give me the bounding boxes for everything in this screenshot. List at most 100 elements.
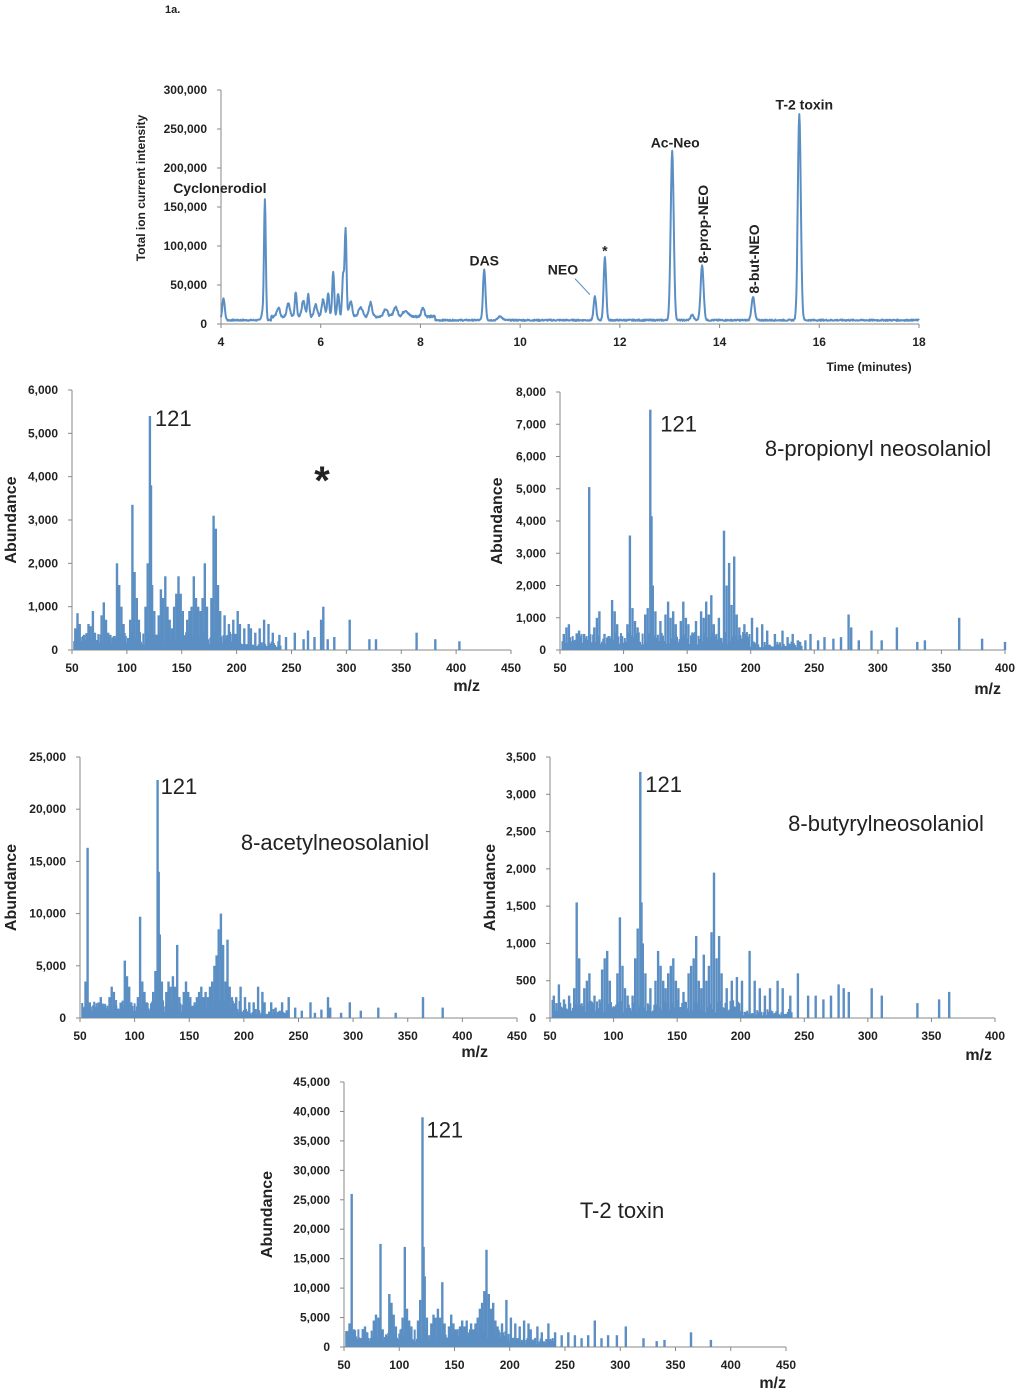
spectrum-minor-peak [785,1013,788,1018]
spectrum-minor-peak [593,644,596,650]
spectrum-minor-peak [97,1003,100,1018]
spectrum-minor-peak [163,643,166,650]
spectrum-minor-peak [198,637,201,650]
spectrum-minor-peak [699,1009,701,1018]
spectrum-minor-peak [790,641,793,650]
spectrum-peak [483,1291,486,1347]
y-tick-label: 3,000 [506,787,536,801]
peak-annotation: T-2 toxin [776,96,834,112]
spectrum-minor-peak [683,634,686,650]
spectrum-minor-peak [738,1003,741,1018]
spectrum-star-chart: 0 1,000 2,000 3,000 4,000 5,000 6,000 50 100 150 2… [3,383,521,695]
spectrum-minor-peak [753,1015,756,1018]
spectrum-minor-peak [248,645,251,650]
spectrum-minor-peak [784,1013,787,1018]
spectrum-minor-peak [347,1330,350,1347]
spectrum-minor-peak [191,639,194,650]
spectrum-minor-peak [464,1341,467,1347]
spectrum-minor-peak [603,635,606,650]
spectrum-minor-peak [406,1339,408,1347]
spectrum-minor-peak [388,1329,391,1347]
spectrum-minor-peak [453,1339,456,1347]
spectrum-minor-peak [759,647,762,650]
spectrum-minor-peak [148,1011,151,1018]
spectrum-minor-peak [178,1008,181,1018]
spectrum-minor-peak [566,642,569,650]
spectrum-minor-peak [565,1008,568,1018]
x-tick-label: 16 [813,335,827,349]
spectrum-minor-peak [184,635,186,650]
spectrum-minor-peak [124,1002,127,1018]
spectrum-minor-peak [613,635,616,650]
spectrum-peak [164,576,167,650]
spectrum-minor-peak [721,642,724,650]
spectrum-peak [167,981,170,1018]
spectrum-minor-peak [385,1334,387,1347]
spectrum-minor-peak [257,644,260,650]
spectrum-minor-peak [618,643,621,650]
spectrum-peak [178,997,181,1018]
spectrum-minor-peak [114,638,117,650]
y-axis-title: Abundance [259,1171,276,1258]
spectrum-minor-peak [212,1009,215,1018]
spectrum-minor-peak [798,641,800,650]
x-tick-label: 150 [677,661,697,675]
spectrum-minor-peak [623,638,626,650]
spectrum-minor-peak [499,1337,502,1347]
spectrum-minor-peak [78,637,81,650]
spectrum-minor-peak [506,1339,509,1347]
spectrum-minor-peak [554,1011,557,1018]
spectrum-minor-peak [122,1007,125,1018]
spectrum-peak [197,606,200,650]
x-tick-label: 8 [417,335,424,349]
y-tick-label: 1,000 [516,611,546,625]
y-tick-label: 0 [59,1011,66,1025]
spectrum-peak [219,913,223,1018]
spectrum-minor-peak [356,1339,359,1347]
x-tick-label: 50 [553,661,567,675]
spectrum-minor-peak [766,641,769,650]
spectrum-minor-peak [557,1006,560,1018]
spectrum-minor-peak [182,644,185,650]
spectrum-minor-peak [182,1003,185,1018]
spectrum-minor-peak [213,999,216,1018]
spectrum-minor-peak [417,1339,419,1347]
x-tick-label: 350 [398,1029,418,1043]
spectrum-peak [154,971,157,1018]
spectrum-peak [814,995,817,1018]
spectrum-peak [489,1308,493,1347]
x-tick-label: 150 [667,1029,687,1043]
spectrum-minor-peak [743,641,746,650]
spectrum-prop-chart: 0 1,000 2,000 3,000 4,000 5,000 6,000 7,000 8,00… [489,385,1015,698]
spectrum-minor-peak [721,1007,724,1018]
spectrum-minor-peak [272,643,275,650]
spectrum-minor-peak [616,636,619,650]
spectrum-peak [695,936,698,1018]
spectrum-minor-peak [168,631,171,650]
spectrum-peak [197,991,201,1018]
spectrum-minor-peak [165,1009,168,1018]
spectrum-minor-peak [119,1002,122,1018]
spectrum-peak [247,624,250,650]
spectrum-minor-peak [775,1011,778,1018]
spectrum-minor-peak [243,647,246,650]
spectrum-minor-peak [582,1006,585,1018]
spectrum-minor-peak [76,639,79,650]
base-peak-label: 121 [161,774,198,799]
spectrum-peak [666,601,670,650]
spectrum-minor-peak [228,1008,231,1018]
spectrum-minor-peak [796,646,799,650]
spectrum-minor-peak [777,644,780,650]
spectrum-minor-peak [552,1008,555,1018]
spectrum-peak [662,980,665,1018]
spectrum-minor-peak [217,641,219,650]
x-tick-label: 200 [741,661,761,675]
x-tick-label: 250 [794,1029,814,1043]
spectrum-minor-peak [276,646,279,650]
spectrum-minor-peak [570,641,573,650]
spectrum-peak [175,593,178,650]
spectrum-minor-peak [451,1332,454,1347]
spectrum-minor-peak [676,1000,679,1018]
spectrum-minor-peak [269,1014,272,1018]
spectrum-minor-peak [697,635,700,650]
